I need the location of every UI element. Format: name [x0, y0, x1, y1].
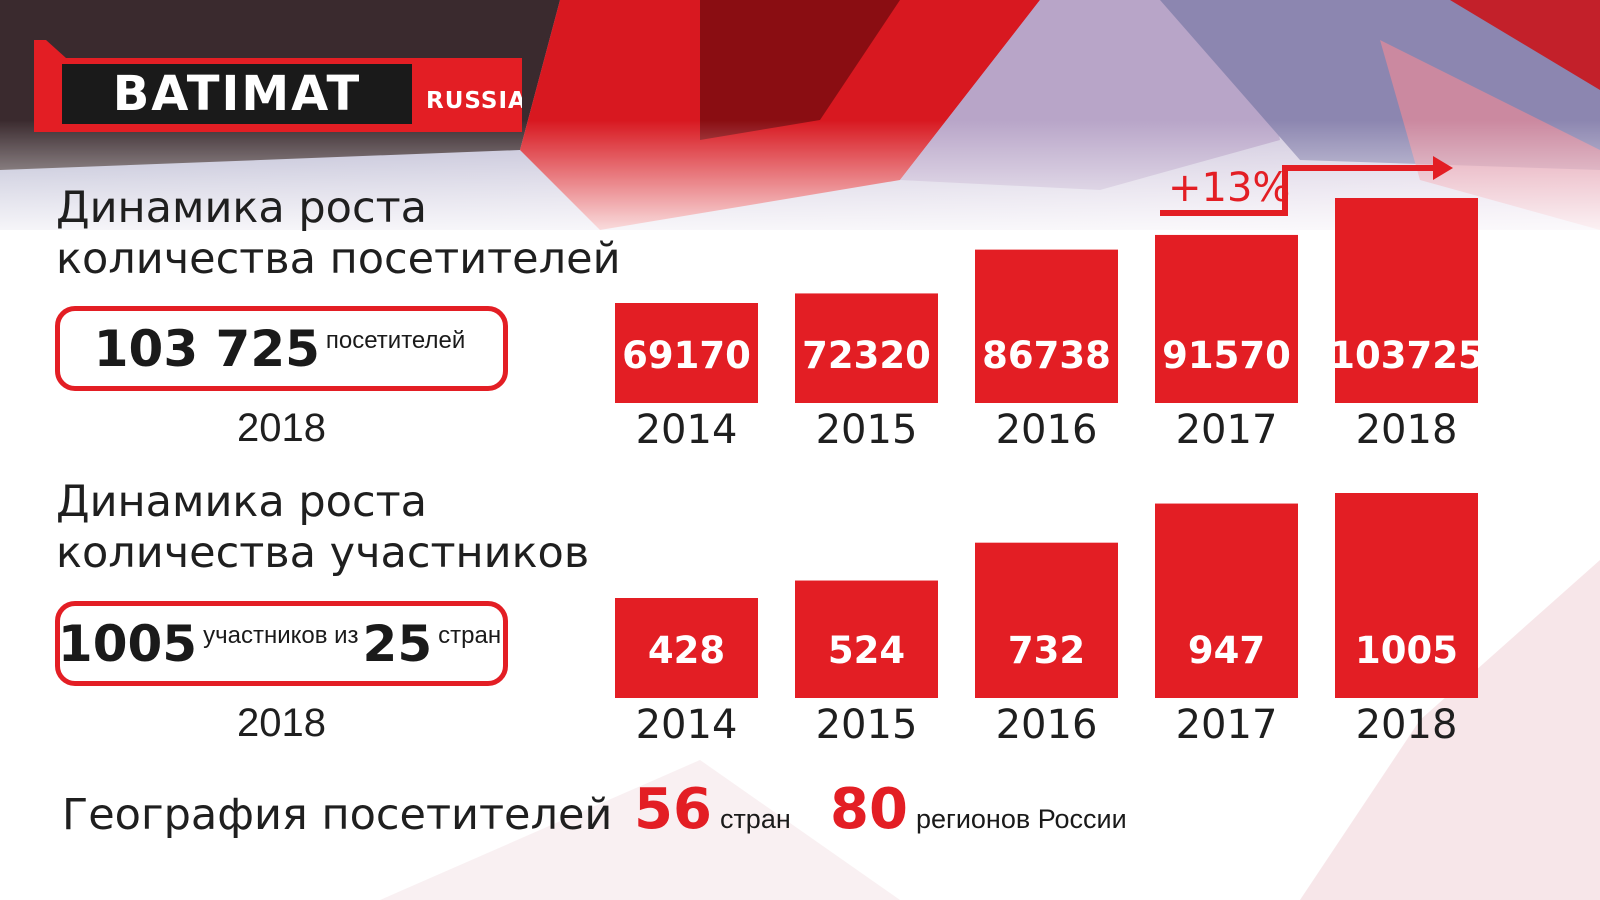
- visitors-summary-year: 2018: [237, 406, 326, 450]
- participants-heading-line-2: количества участников: [56, 528, 590, 578]
- participants-year-label-2014: 2014: [636, 702, 738, 748]
- participants-bar-2015: [795, 580, 938, 698]
- visitors-chart-svg: 69170 2014 72320 2015 86738 2016 91570 2017 1037…: [615, 198, 1484, 453]
- participants-year-label-2015: 2015: [816, 702, 918, 748]
- logo-sub-text: RUSSIA: [426, 88, 527, 114]
- participants-bar-value-2016: 732: [1008, 629, 1085, 672]
- participants-bar-value-2017: 947: [1188, 629, 1265, 672]
- visitors-year-label-2014: 2014: [636, 407, 738, 453]
- visitors-bar-2017: [1155, 234, 1298, 403]
- geography-regions-number: 80: [830, 777, 908, 842]
- participants-summary-number: 1005: [57, 614, 198, 673]
- participants-chart: 428 2014 524 2015 732 2016 947 2017 1005 2018: [590, 470, 1510, 748]
- visitors-bar-2016: [975, 249, 1118, 403]
- visitors-summary-text: посетителей: [325, 326, 466, 354]
- participants-summary-year: 2018: [237, 701, 326, 745]
- visitors-summary-number: 103 725: [93, 319, 320, 378]
- visitors-heading-line-1: Динамика роста: [56, 183, 428, 233]
- logo-main-text: BATIMAT: [112, 66, 362, 122]
- participants-bar-2017: [1155, 503, 1298, 698]
- participants-bar-2016: [975, 542, 1118, 698]
- participants-heading: Динамика роста количества участников: [56, 477, 589, 579]
- geography-countries-number: 56: [634, 777, 712, 842]
- geography-regions: 80 регионов России: [830, 777, 1127, 842]
- visitors-heading: Динамика роста количества посетителей: [56, 183, 621, 285]
- visitors-year-label-2017: 2017: [1176, 407, 1278, 453]
- visitors-year-label-2016: 2016: [996, 407, 1098, 453]
- geography-regions-text: регионов России: [915, 804, 1127, 834]
- participants-year-label-2016: 2016: [996, 702, 1098, 748]
- geography-countries: 56 стран: [634, 777, 791, 842]
- geography-countries-text: стран: [719, 804, 791, 834]
- participants-year-label-2018: 2018: [1356, 702, 1458, 748]
- participants-bar-value-2014: 428: [648, 629, 725, 672]
- participants-chart-svg: 428 2014 524 2015 732 2016 947 2017 1005 2018: [615, 493, 1478, 748]
- visitors-bar-value-2017: 91570: [1162, 334, 1291, 377]
- visitors-bar-value-2015: 72320: [802, 334, 931, 377]
- participants-bar-2014: [615, 598, 758, 698]
- visitors-chart: 69170 2014 72320 2015 86738 2016 91570 2017 1037…: [590, 175, 1510, 453]
- visitors-bar-value-2016: 86738: [982, 334, 1111, 377]
- geography-title: География посетителей: [62, 790, 613, 840]
- visitors-summary-box: 103 725 посетителей: [55, 306, 508, 391]
- visitors-heading-line-2: количества посетителей: [56, 234, 621, 284]
- growth-arrow-icon: [1160, 156, 1453, 216]
- visitors-year-label-2015: 2015: [816, 407, 918, 453]
- participants-countries-number: 25: [362, 614, 433, 673]
- participants-summary-box: 1005 участников из 25 стран: [55, 601, 508, 686]
- visitors-growth-label: +13%: [1168, 165, 1291, 211]
- visitors-bar-2018: [1335, 198, 1478, 403]
- participants-summary-text-2: стран: [438, 621, 502, 649]
- participants-bar-value-2015: 524: [828, 629, 905, 672]
- logo-black-plate: BATIMAT: [62, 64, 412, 124]
- visitors-year-label-2018: 2018: [1356, 407, 1458, 453]
- visitors-bar-value-2018: 103725: [1329, 334, 1483, 377]
- visitors-bar-2014: [615, 303, 758, 403]
- visitors-bar-value-2014: 69170: [622, 334, 751, 377]
- participants-bar-value-2018: 1005: [1355, 629, 1458, 672]
- participants-summary-text-1: участников из: [203, 621, 359, 649]
- participants-heading-line-1: Динамика роста: [56, 477, 428, 527]
- participants-year-label-2017: 2017: [1176, 702, 1278, 748]
- participants-bar-2018: [1335, 493, 1478, 698]
- visitors-bar-2015: [795, 293, 938, 403]
